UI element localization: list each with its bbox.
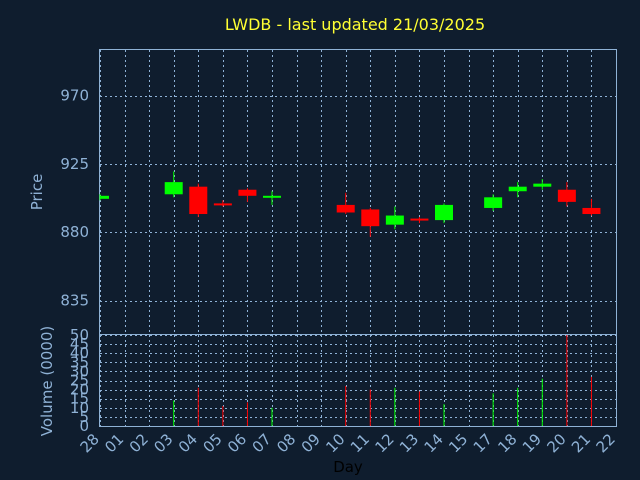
day-tick-label: 03: [150, 430, 176, 456]
volume-tick-label: 40: [70, 344, 89, 362]
price-tick-label: 835: [60, 292, 89, 310]
candle-body: [164, 182, 183, 195]
volume-tick-label: 20: [70, 381, 89, 399]
day-tick-label: 04: [175, 430, 201, 456]
volume-tick-label: 35: [70, 353, 89, 371]
candle-body: [263, 195, 281, 198]
price-tick-label: 880: [60, 223, 89, 241]
volume-tick-label: 15: [70, 390, 89, 408]
volume-plot-frame: [99, 334, 617, 427]
chart-title: LWDB - last updated 21/03/2025: [225, 15, 485, 34]
volume-tick-label: 25: [70, 372, 89, 390]
candle-body: [361, 209, 380, 227]
day-tick-label: 18: [494, 430, 520, 456]
day-tick-label: 07: [249, 430, 275, 456]
price-tick-label: 925: [60, 155, 89, 173]
candle-body: [533, 183, 552, 187]
volume-bars: [173, 335, 592, 426]
candle-body: [213, 203, 232, 206]
day-tick-label: 19: [519, 430, 545, 456]
volume-tick-label: 5: [79, 408, 89, 426]
day-tick-label: 17: [470, 430, 496, 456]
day-tick-label: 15: [445, 430, 471, 456]
candles: [99, 171, 601, 237]
day-tick-label: 05: [199, 430, 225, 456]
candle-body: [189, 186, 208, 215]
price-axis-label: Price: [28, 174, 46, 211]
candle-body: [508, 186, 527, 192]
candle-body: [238, 189, 257, 196]
volume-tick-label: 10: [70, 399, 89, 417]
volume-grid: [100, 335, 617, 427]
day-tick-label: 08: [273, 430, 299, 456]
candle-body: [435, 204, 453, 221]
volume-axis-label: Volume (0000): [38, 326, 56, 436]
day-tick-label: 22: [593, 430, 619, 456]
x-axis-label: Day: [333, 458, 363, 476]
volume-tick-label: 50: [70, 326, 89, 344]
volume-tick-label: 30: [70, 362, 89, 380]
candle-body: [100, 195, 109, 199]
day-tick-label: 13: [396, 430, 422, 456]
price-tick-label: 970: [60, 87, 89, 105]
day-tick-label: 14: [421, 430, 447, 456]
candle-body: [385, 215, 404, 225]
candle-body: [557, 189, 576, 202]
day-tick-label: 09: [298, 430, 324, 456]
volume-tick-label: 45: [70, 335, 89, 353]
day-tick-label: 02: [126, 430, 152, 456]
candle-body: [410, 218, 429, 221]
volume-tick-label: 0: [79, 417, 89, 435]
day-tick-label: 10: [322, 430, 348, 456]
day-tick-label: 06: [224, 430, 250, 456]
candle-body: [484, 197, 503, 208]
day-tick-label: 01: [101, 430, 127, 456]
day-tick-label: 21: [568, 430, 594, 456]
day-tick-label: 20: [543, 430, 569, 456]
price-tick-labels: 835 880 925 970: [60, 87, 89, 310]
candle-body: [336, 204, 355, 213]
day-tick-labels: 2801020304050607080910111213141517181920…: [77, 430, 619, 456]
day-tick-label: 12: [371, 430, 397, 456]
day-tick-label: 11: [347, 430, 373, 456]
candle-body: [582, 207, 601, 215]
